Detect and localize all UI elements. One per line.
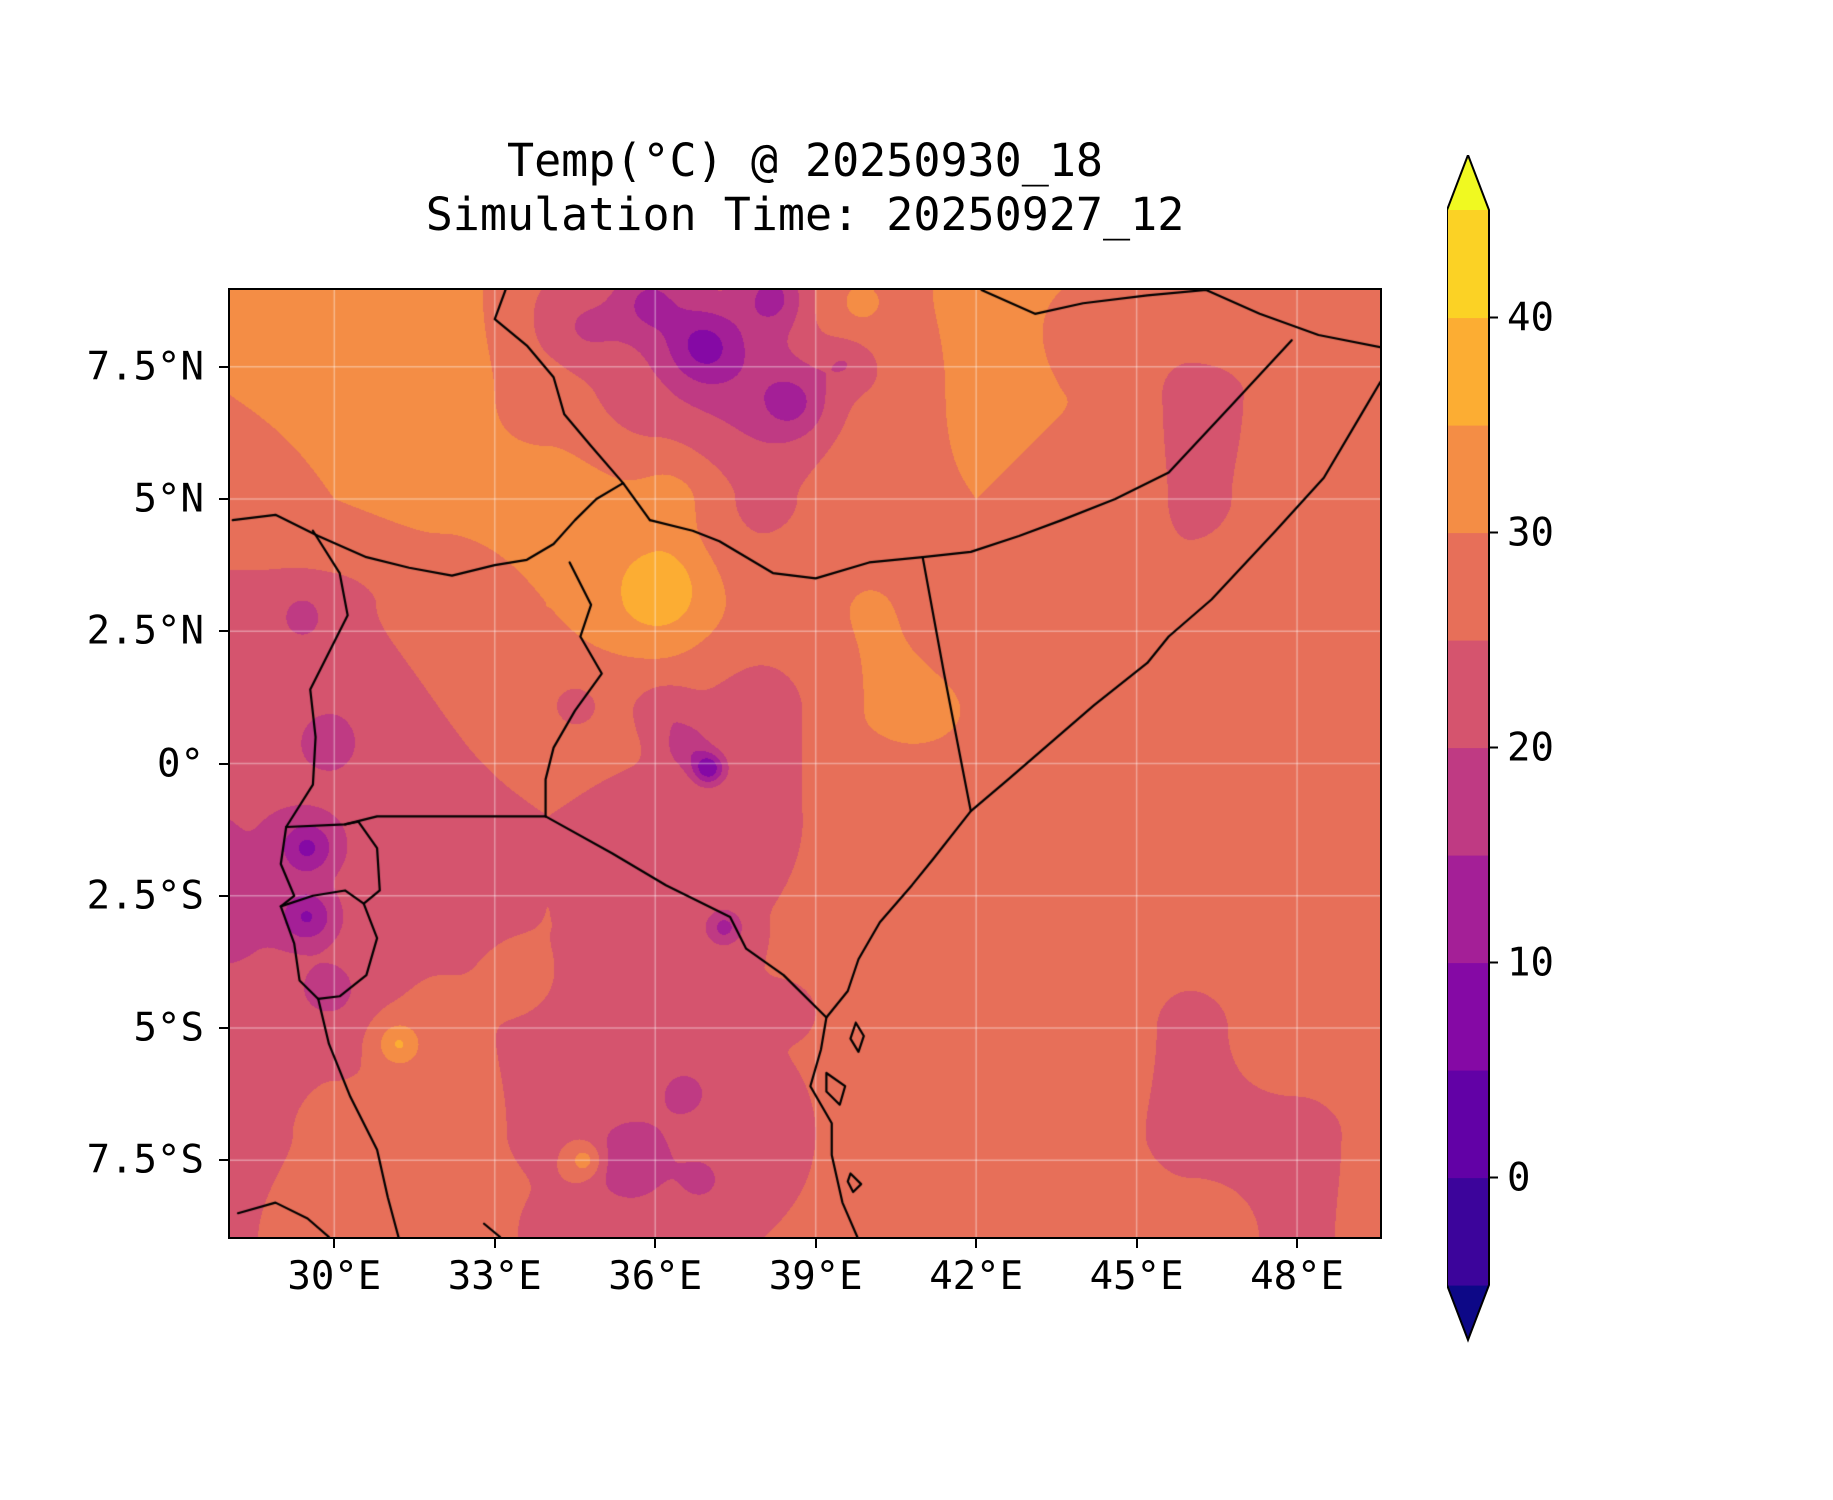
x-tick-label: 36°E bbox=[608, 1254, 703, 1299]
y-tick-label: 2.5°S bbox=[86, 873, 204, 919]
colorbar: 40 30 20 10 0 bbox=[1447, 155, 1554, 1343]
x-tick-mark bbox=[333, 1239, 336, 1248]
x-tick-mark bbox=[493, 1239, 496, 1248]
x-tick-label: 48°E bbox=[1250, 1254, 1345, 1299]
y-tick-mark bbox=[219, 1027, 228, 1030]
colorbar-band bbox=[1447, 855, 1489, 964]
colorbar-over-arrow bbox=[1447, 155, 1489, 210]
temperature-map-canvas bbox=[230, 290, 1380, 1237]
colorbar-band bbox=[1447, 1177, 1489, 1286]
y-tick-label: 7.5°S bbox=[86, 1137, 204, 1183]
colorbar-tick-label: 0 bbox=[1507, 1156, 1530, 1201]
colorbar-band bbox=[1447, 317, 1489, 426]
colorbar-band bbox=[1447, 425, 1489, 534]
y-axis-ticks: 7.5°N 5°N 2.5°N 0° 2.5°S 5°S 7.5°S bbox=[0, 0, 214, 1500]
colorbar-tick-label: 20 bbox=[1507, 726, 1554, 771]
colorbar-tick-label: 40 bbox=[1507, 296, 1554, 341]
colorbar-band bbox=[1447, 962, 1489, 1071]
colorbar-band bbox=[1447, 1070, 1489, 1179]
x-tick-label: 30°E bbox=[287, 1254, 382, 1299]
colorbar-band bbox=[1447, 747, 1489, 856]
y-tick-mark bbox=[219, 630, 228, 633]
x-tick-mark bbox=[975, 1239, 978, 1248]
colorbar-band bbox=[1447, 532, 1489, 641]
y-tick-label: 7.5°N bbox=[86, 344, 204, 390]
colorbar-tick-label: 30 bbox=[1507, 511, 1554, 556]
colorbar-under-arrow bbox=[1447, 1285, 1489, 1340]
y-tick-label: 0° bbox=[157, 741, 204, 786]
y-tick-mark bbox=[219, 365, 228, 368]
y-tick-mark bbox=[219, 762, 228, 765]
y-tick-mark bbox=[219, 894, 228, 897]
colorbar-band bbox=[1447, 210, 1489, 319]
x-tick-mark bbox=[814, 1239, 817, 1248]
colorbar-band bbox=[1447, 640, 1489, 749]
x-tick-mark bbox=[1296, 1239, 1299, 1248]
x-tick-mark bbox=[654, 1239, 657, 1248]
y-tick-mark bbox=[219, 1159, 228, 1162]
y-tick-mark bbox=[219, 497, 228, 500]
colorbar-tick-label: 10 bbox=[1507, 941, 1554, 986]
title-line-1: Temp(°C) @ 20250930_18 bbox=[506, 134, 1104, 187]
x-tick-label: 39°E bbox=[768, 1254, 863, 1299]
x-tick-mark bbox=[1135, 1239, 1138, 1248]
colorbar-outline bbox=[1447, 155, 1490, 1343]
y-tick-label: 5°S bbox=[133, 1005, 204, 1051]
x-tick-label: 33°E bbox=[447, 1254, 542, 1299]
title-line-2: Simulation Time: 20250927_12 bbox=[425, 188, 1185, 241]
y-tick-label: 2.5°N bbox=[86, 608, 204, 654]
x-tick-label: 45°E bbox=[1089, 1254, 1184, 1299]
x-tick-label: 42°E bbox=[929, 1254, 1024, 1299]
plot-title: Temp(°C) @ 20250930_18 Simulation Time: … bbox=[230, 134, 1380, 242]
y-tick-label: 5°N bbox=[133, 476, 204, 522]
plot-frame bbox=[228, 288, 1382, 1239]
